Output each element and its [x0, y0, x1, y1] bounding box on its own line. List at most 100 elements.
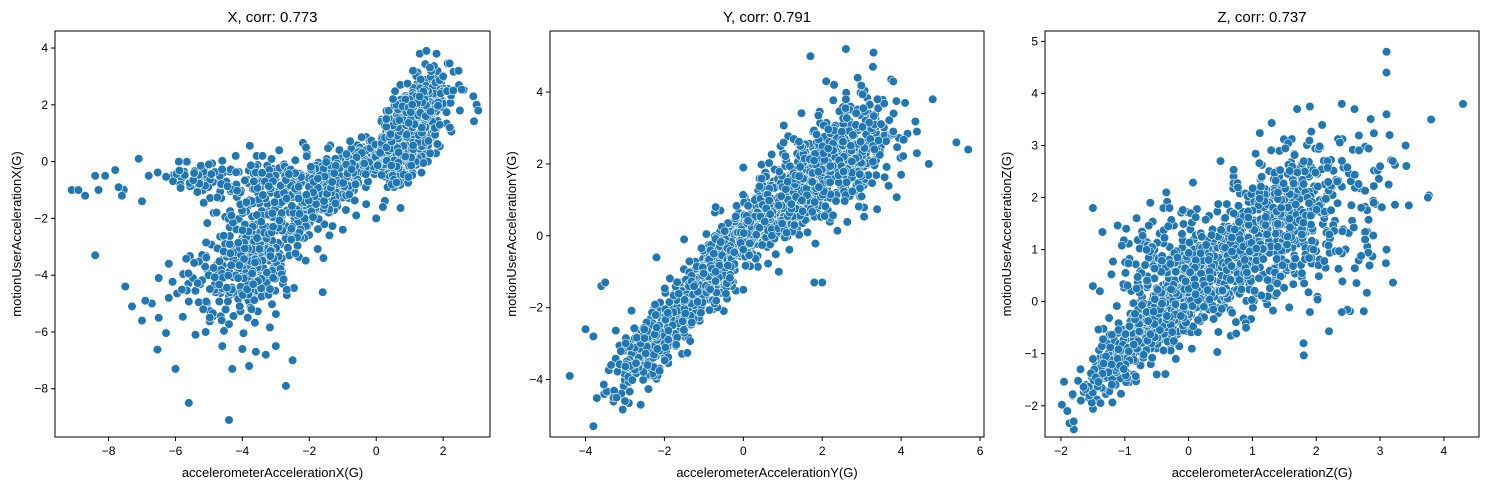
scatter-point: [876, 119, 886, 129]
scatter-point: [245, 141, 255, 151]
scatter-point: [951, 137, 962, 147]
scatter-point: [1193, 315, 1203, 325]
scatter-point: [838, 137, 848, 147]
scatter-point: [223, 270, 233, 281]
scatter-point: [888, 76, 898, 86]
scatter-point: [301, 142, 311, 152]
scatter-point: [93, 185, 104, 195]
scatter-point: [754, 181, 765, 191]
scatter-point: [302, 151, 312, 161]
scatter-point: [268, 273, 278, 283]
scatter-point: [192, 187, 202, 197]
scatter-point: [408, 66, 418, 76]
scatter-point: [837, 127, 847, 137]
scatter-point: [210, 272, 220, 282]
scatter-point: [580, 324, 591, 334]
scatter-point: [418, 158, 429, 168]
scatter-point: [442, 107, 452, 117]
scatter-point: [868, 157, 878, 167]
y-tick-label: −2: [34, 211, 48, 225]
scatter-point: [784, 245, 795, 255]
subplot-x-y-axis-label: motionUserAccelerationX(G): [9, 151, 24, 316]
scatter-point: [338, 225, 348, 235]
x-tick-label: −2: [658, 444, 672, 458]
scatter-point: [638, 375, 648, 385]
scatter-point: [881, 162, 892, 172]
scatter-point: [421, 46, 432, 56]
scatter-point: [738, 162, 748, 173]
scatter-point: [740, 261, 751, 271]
scatter-point: [432, 139, 443, 149]
scatter-point: [1213, 327, 1223, 337]
scatter-point: [692, 297, 703, 307]
scatter-point: [295, 209, 305, 219]
scatter-point: [381, 122, 391, 132]
scatter-point: [709, 249, 719, 259]
scatter-point: [425, 148, 435, 158]
scatter-point: [127, 301, 137, 312]
scatter-point: [221, 304, 231, 315]
scatter-point: [338, 178, 348, 188]
scatter-point: [330, 198, 341, 209]
scatter-point: [286, 224, 297, 234]
scatter-point: [469, 116, 479, 126]
scatter-point: [620, 361, 630, 372]
scatter-point: [327, 177, 337, 187]
scatter-point: [453, 66, 464, 76]
scatter-point: [841, 94, 851, 104]
y-tick-label: −6: [34, 325, 48, 339]
scatter-point: [406, 160, 416, 171]
scatter-point: [403, 172, 414, 182]
scatter-point: [900, 98, 910, 108]
scatter-point: [857, 122, 868, 132]
scatter-point: [763, 259, 773, 269]
scatter-point: [672, 277, 682, 287]
scatter-point: [407, 99, 417, 110]
y-tick-label: 0: [536, 229, 543, 243]
scatter-point: [721, 289, 731, 299]
scatter-point: [301, 190, 312, 200]
scatter-point: [786, 199, 796, 209]
scatter-point: [856, 80, 866, 91]
scatter-point: [841, 177, 852, 187]
scatter-point: [250, 257, 260, 268]
scatter-point: [760, 216, 770, 227]
scatter-point: [279, 274, 289, 284]
scatter-point: [873, 135, 884, 145]
scatter-point: [1255, 128, 1265, 138]
scatter-point: [455, 105, 465, 116]
scatter-point: [233, 238, 243, 248]
scatter-point: [204, 159, 214, 169]
scatter-point: [232, 186, 242, 196]
scatter-point: [817, 277, 827, 288]
scatter-point: [825, 161, 835, 171]
scatter-point: [388, 94, 398, 104]
scatter-point: [318, 287, 328, 297]
scatter-point: [651, 252, 662, 262]
scatter-point: [565, 371, 575, 381]
scatter-point: [1288, 279, 1298, 289]
scatter-point: [687, 317, 697, 328]
scatter-point: [80, 191, 90, 201]
scatter-point: [838, 167, 849, 177]
scatter-point: [164, 259, 174, 269]
scatter-point: [404, 118, 414, 128]
scatter-point: [240, 175, 250, 185]
scatter-point: [807, 207, 817, 217]
scatter-point: [794, 137, 804, 147]
scatter-point: [361, 199, 371, 209]
scatter-point: [809, 156, 819, 166]
scatter-point: [616, 346, 626, 356]
scatter-point: [154, 273, 164, 283]
scatter-point: [829, 80, 839, 90]
x-tick-label: 4: [898, 444, 905, 458]
scatter-point: [650, 300, 660, 310]
scatter-point: [161, 172, 171, 182]
scatter-point: [710, 276, 721, 286]
scatter-point: [774, 200, 784, 210]
scatter-point: [631, 358, 641, 368]
scatter-point: [313, 224, 323, 234]
scatter-point: [384, 106, 394, 116]
scatter-point: [306, 162, 316, 172]
scatter-point: [872, 94, 883, 104]
